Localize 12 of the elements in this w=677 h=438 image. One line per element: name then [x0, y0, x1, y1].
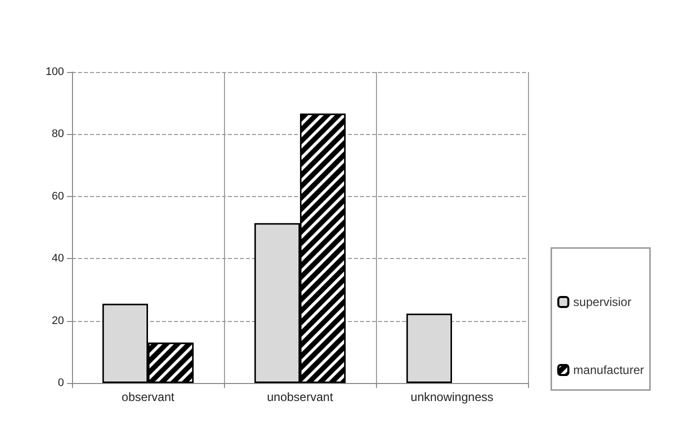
- y-tick-label: 60: [52, 190, 64, 202]
- x-tick-label: unknowingness: [410, 390, 494, 404]
- bar: [406, 314, 452, 383]
- x-tick-label: observant: [122, 390, 176, 404]
- legend-label: manufacturer: [573, 363, 644, 377]
- y-tick-label: 40: [52, 252, 64, 265]
- x-tick-label: unobservant: [266, 390, 334, 404]
- y-tick-label: 20: [52, 314, 64, 327]
- legend-label: supervisior: [573, 295, 632, 309]
- y-tick-label: 80: [52, 128, 64, 140]
- y-tick-label: 100: [46, 66, 64, 78]
- y-tick-label: 0: [58, 377, 64, 389]
